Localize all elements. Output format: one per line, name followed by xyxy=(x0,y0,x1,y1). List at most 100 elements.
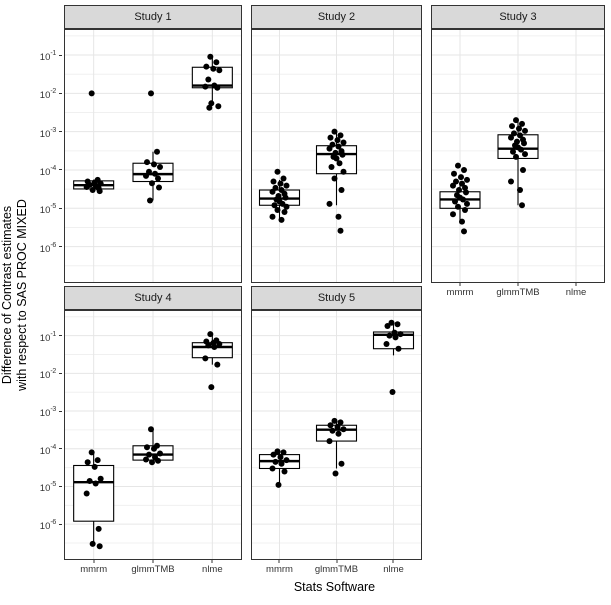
data-point xyxy=(152,170,158,177)
panel-border xyxy=(431,29,605,283)
data-point xyxy=(340,139,347,146)
data-point xyxy=(451,170,457,177)
data-point xyxy=(333,155,340,162)
data-point xyxy=(453,178,459,185)
data-point xyxy=(146,168,152,175)
data-point xyxy=(96,188,103,195)
facet-strip-label: Study 4 xyxy=(134,292,172,304)
data-point xyxy=(207,53,214,60)
data-point xyxy=(148,426,154,433)
data-point xyxy=(521,140,527,147)
data-point xyxy=(205,76,212,83)
x-tick-label-mmrm: mmrm xyxy=(80,564,108,575)
y-tick-mark xyxy=(59,54,62,56)
y-tick-mark xyxy=(59,523,62,525)
panel-border xyxy=(251,310,422,560)
data-point xyxy=(334,423,341,430)
x-axis-study-5: mmrm glmmTMB nlme xyxy=(251,560,422,576)
boxplot-mmrm xyxy=(73,90,115,195)
panel-study-1 xyxy=(64,29,242,283)
data-point xyxy=(511,130,517,137)
data-point xyxy=(282,194,289,201)
box xyxy=(73,464,115,522)
data-point xyxy=(89,187,96,194)
data-point xyxy=(97,475,104,482)
data-point xyxy=(513,153,519,160)
y-tick-label: 10-6 xyxy=(39,241,56,255)
y-tick-mark xyxy=(59,335,62,337)
data-point xyxy=(97,180,104,187)
data-point xyxy=(274,168,281,175)
x-tick-mark xyxy=(336,560,337,563)
x-tick-mark xyxy=(575,283,577,286)
data-point xyxy=(92,480,99,487)
data-point xyxy=(519,120,525,127)
data-point xyxy=(462,184,468,191)
data-point xyxy=(272,458,279,465)
data-point xyxy=(156,184,162,191)
data-point xyxy=(144,159,150,166)
data-point xyxy=(83,183,90,190)
data-point xyxy=(388,319,395,326)
boxplot-mmrm xyxy=(258,168,301,223)
panel-border xyxy=(64,310,242,560)
data-point xyxy=(215,103,222,110)
data-point xyxy=(157,163,163,170)
y-axis-row-2: 10-1 10-2 10-3 10-4 10-5 10-6 xyxy=(26,310,62,560)
y-tick-label: 10-6 xyxy=(39,519,56,533)
data-point xyxy=(155,175,161,182)
data-point xyxy=(389,389,396,396)
x-axis-study-3: mmrm glmmTMB nlme xyxy=(431,283,605,299)
data-point xyxy=(151,161,157,168)
data-point xyxy=(283,182,290,189)
facet-cell-study-1: Study 1 xyxy=(64,5,242,283)
data-point xyxy=(216,67,223,74)
facet-strip-study-1: Study 1 xyxy=(64,5,242,29)
data-point xyxy=(386,332,393,339)
data-point xyxy=(88,449,95,456)
data-point xyxy=(519,202,525,209)
y-axis-title-line1: Difference of Contrast estimates xyxy=(0,205,14,385)
data-point xyxy=(522,127,528,134)
data-point xyxy=(327,134,334,141)
data-point xyxy=(274,448,281,455)
data-point xyxy=(462,207,468,214)
y-tick-label: 10-4 xyxy=(39,443,56,457)
data-point xyxy=(331,175,338,182)
data-point xyxy=(326,200,333,207)
data-point xyxy=(458,174,464,181)
y-tick-mark xyxy=(59,246,62,248)
data-point xyxy=(337,132,344,139)
x-tick-label-mmrm: mmrm xyxy=(446,287,474,298)
data-point xyxy=(340,168,347,175)
data-point xyxy=(144,444,150,451)
data-point xyxy=(149,180,155,187)
data-point xyxy=(460,196,466,203)
data-point xyxy=(329,427,336,434)
data-point xyxy=(86,477,93,484)
x-tick-mark xyxy=(517,283,519,286)
data-point xyxy=(338,460,345,467)
data-point xyxy=(214,361,221,368)
y-tick-label: 10-2 xyxy=(39,88,56,102)
data-point xyxy=(157,450,163,457)
y-tick-label: 10-2 xyxy=(39,368,56,382)
facet-strip-study-4: Study 4 xyxy=(64,286,242,310)
boxplot-nlme xyxy=(191,331,233,391)
data-point xyxy=(96,543,103,550)
x-tick-mark xyxy=(459,283,461,286)
data-point xyxy=(210,65,217,72)
data-point xyxy=(516,125,522,132)
facet-strip-label: Study 2 xyxy=(317,11,356,23)
data-point xyxy=(334,137,341,144)
data-point xyxy=(269,213,276,220)
data-point xyxy=(214,84,221,91)
data-point xyxy=(151,445,157,452)
data-point xyxy=(270,178,277,185)
data-point xyxy=(392,334,399,341)
data-point xyxy=(397,331,404,338)
data-point xyxy=(206,104,213,111)
boxplot-mmrm xyxy=(439,162,481,235)
data-point xyxy=(326,438,333,445)
